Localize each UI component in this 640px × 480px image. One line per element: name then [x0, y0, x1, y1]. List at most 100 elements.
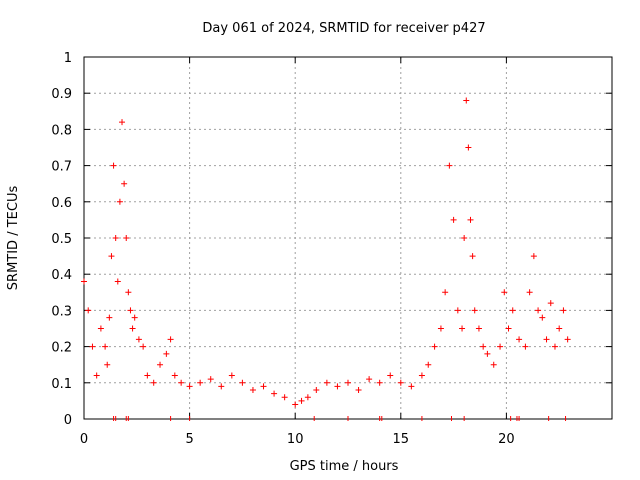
data-point: [218, 383, 225, 390]
data-point: [127, 307, 134, 314]
data-point: [304, 394, 311, 401]
x-tick-label: 20: [498, 432, 515, 447]
data-point: [121, 180, 128, 187]
data-point: [450, 216, 457, 223]
data-point: [535, 307, 542, 314]
data-point: [461, 235, 468, 241]
data-point: [85, 307, 92, 314]
data-point: [292, 401, 299, 408]
data-point: [123, 235, 130, 241]
data-point: [228, 372, 235, 379]
data-point: [366, 376, 373, 383]
data-point: [560, 307, 567, 314]
data-point: [522, 343, 529, 350]
data-point: [178, 379, 185, 386]
data-point: [171, 372, 178, 379]
data-point: [144, 372, 151, 379]
data-point: [459, 325, 466, 332]
data-point: [334, 383, 341, 390]
data-point: [564, 336, 571, 343]
y-tick-label: 0.2: [51, 341, 72, 356]
chart-title: Day 061 of 2024, SRMTID for receiver p42…: [202, 21, 485, 36]
data-point: [425, 361, 432, 368]
data-point: [465, 144, 472, 151]
data-point: [281, 394, 288, 401]
data-point: [106, 314, 113, 321]
data-point: [418, 372, 425, 379]
data-point: [442, 289, 449, 296]
x-tick-label: 15: [393, 432, 410, 447]
data-point: [114, 278, 121, 285]
y-tick-label: 1: [64, 51, 72, 66]
plot-area-border: [83, 56, 613, 420]
y-tick-label: 0.9: [51, 87, 72, 102]
y-tick-label: 0.4: [51, 268, 72, 283]
y-tick-label: 0.3: [51, 304, 72, 319]
data-point: [157, 361, 164, 368]
data-point: [497, 343, 504, 350]
axis-ticks: 00.10.20.30.40.50.60.70.80.910 5 10 15 20: [51, 51, 612, 447]
data-point: [551, 343, 558, 350]
y-tick-label: 0.6: [51, 196, 72, 211]
data-point: [110, 162, 117, 169]
y-tick-label: 0.7: [51, 160, 72, 175]
data-point: [298, 397, 305, 404]
data-point: [249, 387, 256, 394]
data-point: [446, 162, 453, 169]
data-point: [260, 383, 267, 390]
data-point: [97, 325, 104, 332]
data-point: [131, 314, 138, 321]
data-point: [543, 336, 550, 343]
data-point: [197, 379, 204, 386]
data-point: [467, 216, 474, 223]
data-point: [355, 387, 362, 394]
data-point: [129, 325, 136, 332]
data-point: [108, 253, 115, 260]
x-tick-label: 10: [287, 432, 304, 447]
data-points: [81, 97, 571, 408]
data-point: [463, 97, 470, 104]
y-tick-label: 0.5: [51, 232, 72, 247]
y-tick-label: 0: [64, 413, 72, 428]
y-tick-label: 0.1: [51, 377, 72, 392]
data-point: [484, 350, 491, 357]
data-point: [480, 343, 487, 350]
data-point: [89, 343, 96, 350]
data-point: [556, 325, 563, 332]
x-tick-label: 0: [80, 432, 88, 447]
data-point: [387, 372, 394, 379]
data-point: [207, 376, 214, 383]
data-point: [431, 343, 438, 350]
data-point: [530, 253, 537, 260]
data-point: [119, 119, 126, 126]
data-point: [376, 379, 383, 386]
data-point: [454, 307, 461, 314]
data-point: [501, 289, 508, 296]
data-point: [408, 383, 415, 390]
data-point: [112, 235, 119, 241]
data-point: [345, 379, 351, 386]
data-point: [81, 278, 87, 285]
rug-marks: [113, 416, 567, 421]
data-point: [93, 372, 100, 379]
data-point: [167, 336, 174, 343]
data-point: [239, 379, 246, 386]
data-point: [104, 361, 111, 368]
data-point: [163, 350, 170, 357]
data-point: [150, 379, 157, 386]
x-tick-label: 5: [185, 432, 193, 447]
x-axis-label: GPS time / hours: [290, 459, 399, 474]
data-point: [323, 379, 330, 386]
data-point: [505, 325, 512, 332]
data-point: [313, 387, 320, 394]
data-point: [490, 361, 497, 368]
grid-lines: [84, 57, 612, 419]
data-point: [397, 379, 404, 386]
data-point: [475, 325, 482, 332]
data-point: [516, 336, 523, 343]
data-point: [186, 383, 193, 390]
data-point: [140, 343, 147, 350]
data-point: [526, 289, 533, 296]
data-point: [102, 343, 109, 350]
